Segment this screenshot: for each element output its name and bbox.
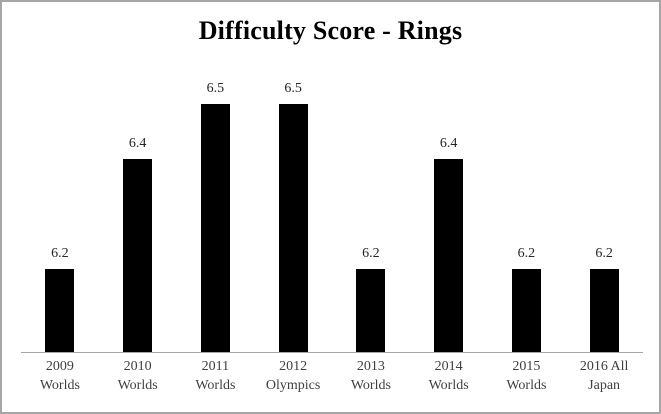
x-axis-label: 2011 Worlds xyxy=(195,359,236,393)
x-axis-label: 2009 Worlds xyxy=(39,359,80,393)
bar xyxy=(589,269,619,352)
data-label: 6.5 xyxy=(284,81,302,96)
x-axis-label: 2012 Olympics xyxy=(265,359,321,393)
data-label: 6.5 xyxy=(206,81,225,96)
bar-group: 6.2 xyxy=(332,76,410,352)
x-axis-line xyxy=(21,352,643,353)
bar-group: 6.2 xyxy=(488,76,566,352)
bar-group: 6.5 xyxy=(254,76,332,352)
x-axis-label: 2016 All Japan xyxy=(579,359,629,393)
x-axis-label: 2015 Worlds xyxy=(506,359,547,393)
bar-group: 6.2 xyxy=(565,76,643,352)
bar xyxy=(45,269,75,352)
bar xyxy=(511,269,541,352)
data-label: 6.2 xyxy=(51,246,69,261)
bar xyxy=(434,159,464,352)
x-axis-label: 2014 Worlds xyxy=(428,359,469,393)
data-label: 6.2 xyxy=(517,246,536,261)
bar xyxy=(123,159,153,352)
data-label: 6.4 xyxy=(128,136,147,151)
data-label: 6.2 xyxy=(362,246,380,261)
bar-group: 6.2 xyxy=(21,76,99,352)
bar-group: 6.4 xyxy=(99,76,177,352)
bar xyxy=(356,269,386,352)
chart-title: Difficulty Score - Rings xyxy=(198,16,463,45)
plot-area: 6.2 6.4 6.5 6.5 6.2 6.4 6.2 6.2 xyxy=(21,76,643,352)
bar-group: 6.4 xyxy=(410,76,488,352)
x-axis-label: 2013 Worlds xyxy=(350,359,391,393)
x-axis-label: 2010 Worlds xyxy=(117,359,158,393)
data-label: 6.4 xyxy=(439,136,458,151)
data-label: 6.2 xyxy=(595,246,613,261)
bar xyxy=(200,104,230,352)
bar xyxy=(278,104,308,352)
bar-group: 6.5 xyxy=(177,76,255,352)
x-axis-labels: 2009 Worlds 2010 Worlds 2011 Worlds 2012 Ol… xyxy=(21,358,643,395)
